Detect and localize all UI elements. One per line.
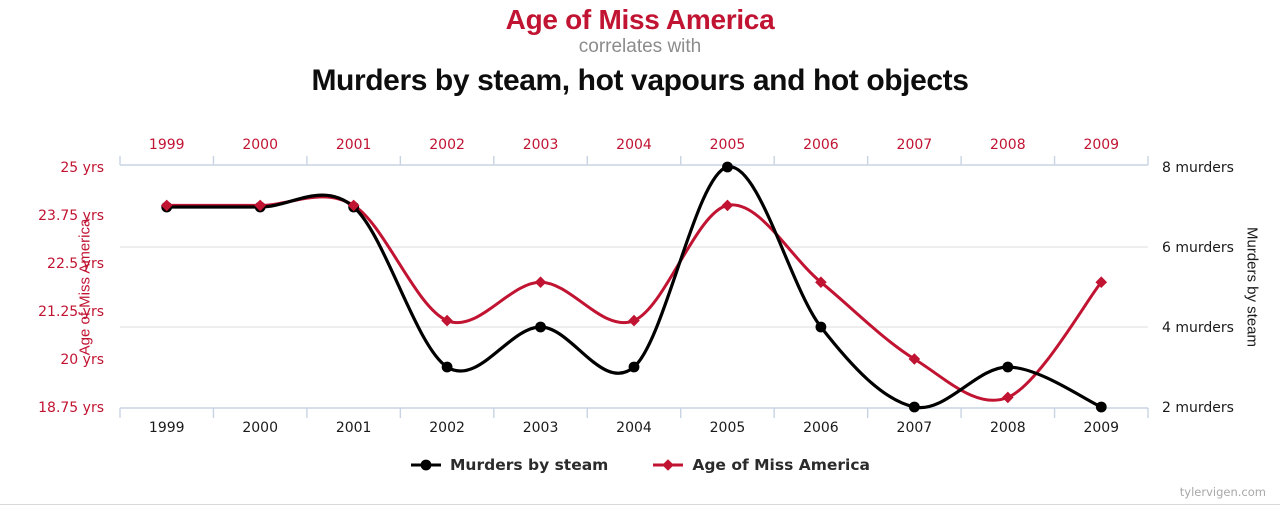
page-title: Age of Miss America <box>505 4 775 35</box>
x-axis-label-top: 2002 <box>429 137 465 153</box>
data-point-marker-age-of-miss-america <box>721 199 734 212</box>
watermark: tylervigen.com <box>1179 485 1266 499</box>
data-point-marker-murders-by-steam <box>815 321 827 333</box>
data-point-marker-age-of-miss-america <box>160 199 173 212</box>
x-axis-label-bottom: 1999 <box>149 420 185 436</box>
data-point-marker-murders-by-steam <box>1002 361 1014 373</box>
y-axis-label-left: 23.75 yrs <box>38 208 104 224</box>
x-axis-label-top: 2008 <box>990 137 1026 153</box>
data-point-marker-murders-by-steam <box>908 401 920 413</box>
data-point-marker-age-of-miss-america <box>347 199 360 212</box>
data-point-marker-age-of-miss-america <box>534 276 547 288</box>
x-axis-label-bottom: 2005 <box>710 420 746 436</box>
legend-item-murders-by-steam: Murders by steam <box>410 456 608 474</box>
x-axis-label-top: 2000 <box>242 137 278 153</box>
y-axis-label-left: 20 yrs <box>60 352 104 368</box>
y-axis-label-left: 18.75 yrs <box>38 400 104 416</box>
legend-label: Murders by steam <box>450 456 609 474</box>
x-axis-label-bottom: 2007 <box>897 420 933 436</box>
legend-marker-circle-icon <box>411 459 441 471</box>
data-point-marker-murders-by-steam <box>535 321 546 333</box>
data-point-marker-age-of-miss-america <box>441 314 453 327</box>
secondary-title: Murders by steam, hot vapours and hot ob… <box>311 64 969 97</box>
data-point-marker-age-of-miss-america <box>628 314 640 327</box>
data-point-marker-age-of-miss-america <box>254 199 266 212</box>
y-axis-label-right: 8 murders <box>1162 160 1234 176</box>
legend-label: Age of Miss America <box>692 456 870 474</box>
data-point-marker-murders-by-steam <box>628 361 640 373</box>
data-point-marker-age-of-miss-america <box>908 353 921 365</box>
x-axis-label-bottom: 2009 <box>1083 420 1119 436</box>
x-axis-label-top: 1999 <box>149 137 185 153</box>
x-axis-label-top: 2004 <box>616 137 652 153</box>
left-axis-title: Age of Miss America <box>76 218 94 356</box>
legend: Murders by steam Age of Miss America <box>0 456 1280 474</box>
x-axis-label-top: 2009 <box>1083 137 1119 153</box>
x-axis-label-bottom: 2003 <box>523 420 559 436</box>
data-point-marker-murders-by-steam <box>722 161 733 173</box>
legend-item-age-of-miss-america: Age of Miss America <box>652 456 870 474</box>
y-axis-label-right: 2 murders <box>1162 400 1234 416</box>
x-axis-label-top: 2006 <box>803 137 839 153</box>
x-axis-label-bottom: 2002 <box>429 420 465 436</box>
y-axis-label-left: 25 yrs <box>60 160 104 176</box>
x-axis-label-top: 2007 <box>897 137 933 153</box>
data-point-marker-age-of-miss-america <box>815 276 827 288</box>
x-axis-label-bottom: 2008 <box>990 420 1026 436</box>
data-point-marker-age-of-miss-america <box>1095 276 1108 288</box>
y-axis-label-right: 4 murders <box>1162 320 1234 336</box>
subtitle: correlates with <box>578 36 702 57</box>
x-axis-label-top: 2003 <box>523 137 559 153</box>
data-point-marker-murders-by-steam <box>441 361 453 373</box>
legend-marker-diamond-icon <box>653 459 684 471</box>
x-axis-label-bottom: 2000 <box>242 420 278 436</box>
y-axis-label-right: 6 murders <box>1162 240 1234 256</box>
y-axis-label-left: 22.5 yrs <box>47 256 104 272</box>
data-point-marker-murders-by-steam <box>1095 401 1107 413</box>
x-axis-label-bottom: 2001 <box>336 420 372 436</box>
x-axis-label-top: 2001 <box>336 137 372 153</box>
x-axis-label-top: 2005 <box>710 137 746 153</box>
x-axis-label-bottom: 2004 <box>616 420 652 436</box>
data-point-marker-age-of-miss-america <box>1002 391 1014 404</box>
right-axis-title: Murders by steam <box>1243 226 1261 348</box>
y-axis-label-left: 21.25 yrs <box>38 304 104 320</box>
x-axis-label-bottom: 2006 <box>803 420 839 436</box>
